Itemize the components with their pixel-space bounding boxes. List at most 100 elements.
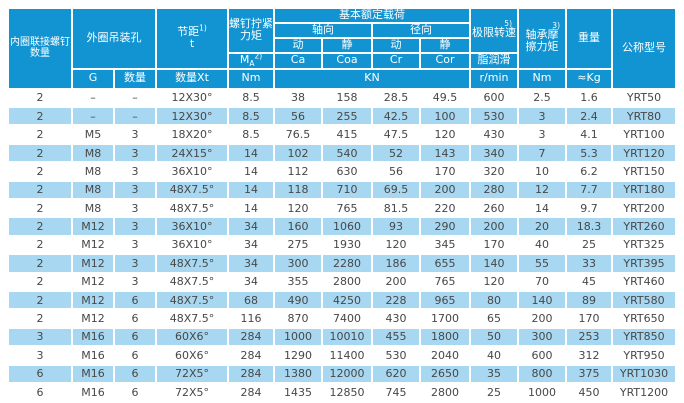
header-cr: Cr (371, 51, 421, 70)
cell-model: YRT650 (611, 308, 677, 329)
ma-subscript: A (249, 59, 255, 69)
cell-coa-kn: 11400 (321, 345, 373, 366)
cell-friction-torque-nm: 2.5 (517, 87, 567, 109)
cell-limiting-speed-rpm: 340 (469, 142, 519, 164)
header-radial-static: 静 (419, 36, 471, 54)
header-basic-rated-load: 基本额定载荷 (273, 7, 471, 24)
cell-weight-kg: 450 (565, 381, 613, 403)
cell-cor-kn: 345 (419, 234, 471, 256)
friction-torque-footnote: 3) (552, 20, 560, 30)
table-row: 2 M5 3 18X20° 8.5 76.5 415 47.5 120 430 3 4.1 YRT100 (7, 124, 677, 145)
cell-pitch-qty-x-t: 36X10° (155, 216, 229, 237)
cell-tightening-torque-nm: 284 (227, 345, 275, 366)
cell-model: YRT120 (611, 142, 677, 164)
cell-inner-ring-screw-count: 2 (7, 253, 73, 274)
cell-lifting-hole-thread-g: M8 (71, 179, 115, 201)
cell-pitch-qty-x-t: 72X5° (155, 381, 229, 403)
table-row: 2 M12 3 48X7.5° 34 355 2800 200 765 120 70 45 YRT460 (7, 271, 677, 292)
cell-limiting-speed-rpm: 25 (469, 381, 519, 403)
cell-ca-kn: 102 (273, 142, 323, 164)
cell-model: YRT180 (611, 179, 677, 201)
header-friction-torque: 3) 轴承摩 擦力矩 (517, 7, 567, 70)
cell-weight-kg: 375 (565, 363, 613, 384)
cell-limiting-speed-rpm: 200 (469, 216, 519, 237)
cell-coa-kn: 630 (321, 161, 373, 182)
cell-cr-kn: 47.5 (371, 124, 421, 145)
cell-weight-kg: 2.4 (565, 106, 613, 127)
cell-friction-torque-nm: 300 (517, 326, 567, 348)
cell-coa-kn: 2280 (321, 253, 373, 274)
cell-inner-ring-screw-count: 3 (7, 345, 73, 366)
cell-lifting-hole-qty: 6 (113, 345, 157, 366)
cell-cr-kn: 620 (371, 363, 421, 384)
cell-lifting-hole-thread-g: M12 (71, 216, 115, 237)
cell-coa-kn: 1930 (321, 234, 373, 256)
header-unit-speed-rpm: r/min (469, 67, 519, 90)
header-unit-quantity: 数量 (113, 67, 157, 90)
cell-friction-torque-nm: 200 (517, 308, 567, 329)
header-axial: 轴向 (273, 21, 373, 39)
cell-lifting-hole-thread-g: M12 (71, 271, 115, 292)
cell-weight-kg: 1.6 (565, 87, 613, 109)
cell-limiting-speed-rpm: 530 (469, 106, 519, 127)
header-unit-pitch-qty: 数量Xt (155, 67, 229, 90)
cell-tightening-torque-nm: 14 (227, 142, 275, 164)
cell-ca-kn: 112 (273, 161, 323, 182)
cell-inner-ring-screw-count: 2 (7, 179, 73, 201)
table-row: 2 M8 3 48X7.5° 14 120 765 81.5 220 260 14 9.7 YRT200 (7, 197, 677, 219)
cell-lifting-hole-thread-g: M16 (71, 363, 115, 384)
cell-friction-torque-nm: 140 (517, 289, 567, 311)
cell-cr-kn: 93 (371, 216, 421, 237)
ma-footnote: 2) (254, 52, 263, 61)
cell-pitch-qty-x-t: 18X20° (155, 124, 229, 145)
cell-model: YRT150 (611, 161, 677, 182)
cell-friction-torque-nm: 7 (517, 142, 567, 164)
cell-cor-kn: 765 (419, 271, 471, 292)
cell-coa-kn: 12000 (321, 363, 373, 384)
cell-tightening-torque-nm: 34 (227, 216, 275, 237)
cell-ca-kn: 120 (273, 197, 323, 219)
cell-cr-kn: 120 (371, 234, 421, 256)
cell-tightening-torque-nm: 116 (227, 308, 275, 329)
cell-model: YRT325 (611, 234, 677, 256)
cell-limiting-speed-rpm: 65 (469, 308, 519, 329)
limiting-speed-label: 极限转速 (472, 25, 516, 39)
cell-pitch-qty-x-t: 72X5° (155, 363, 229, 384)
cell-limiting-speed-rpm: 170 (469, 234, 519, 256)
cell-weight-kg: 7.7 (565, 179, 613, 201)
cell-inner-ring-screw-count: 6 (7, 363, 73, 384)
cell-model: YRT850 (611, 326, 677, 348)
table-row: 2 M12 3 36X10° 34 160 1060 93 290 200 20 18.3 YRT260 (7, 216, 677, 237)
cell-lifting-hole-thread-g: M16 (71, 381, 115, 403)
cell-pitch-qty-x-t: 60X6° (155, 326, 229, 348)
cell-model: YRT260 (611, 216, 677, 237)
cell-friction-torque-nm: 40 (517, 234, 567, 256)
cell-limiting-speed-rpm: 120 (469, 271, 519, 292)
cell-inner-ring-screw-count: 2 (7, 308, 73, 329)
cell-inner-ring-screw-count: 2 (7, 271, 73, 292)
cell-coa-kn: 2800 (321, 271, 373, 292)
table-row: 2– –12X30° 8.5 38 158 28.5 49.5 600 2.5 1.6 YRT50 (7, 87, 677, 109)
cell-tightening-torque-nm: 14 (227, 179, 275, 201)
cell-cr-kn: 530 (371, 345, 421, 366)
header-coa: Coa (321, 51, 373, 70)
cell-weight-kg: 253 (565, 326, 613, 348)
cell-lifting-hole-qty: 3 (113, 161, 157, 182)
cell-pitch-qty-x-t: 48X7.5° (155, 308, 229, 329)
cell-ca-kn: 300 (273, 253, 323, 274)
cell-lifting-hole-thread-g: M12 (71, 253, 115, 274)
cell-tightening-torque-nm: 14 (227, 161, 275, 182)
table-row: 2 M12 6 48X7.5° 68 490 4250 228 965 80 140 89 YRT580 (7, 289, 677, 311)
cell-lifting-hole-thread-g: M12 (71, 234, 115, 256)
table-row: 2 M8 3 48X7.5° 14 118 710 69.5 200 280 12 7.7 YRT180 (7, 179, 677, 201)
header-inner-ring-screw-count: 内圈联接螺钉 数量 (7, 7, 73, 90)
cell-model: YRT1030 (611, 363, 677, 384)
header-radial: 径向 (371, 21, 471, 39)
cell-pitch-qty-x-t: 24X15° (155, 142, 229, 164)
cell-coa-kn: 540 (321, 142, 373, 164)
cell-cor-kn: 49.5 (419, 87, 471, 109)
table-row: 2 M8 3 36X10° 14 112 630 56 170 320 10 6.2 YRT150 (7, 161, 677, 182)
cell-pitch-qty-x-t: 60X6° (155, 345, 229, 366)
header-model: 公称型号 (611, 7, 677, 90)
